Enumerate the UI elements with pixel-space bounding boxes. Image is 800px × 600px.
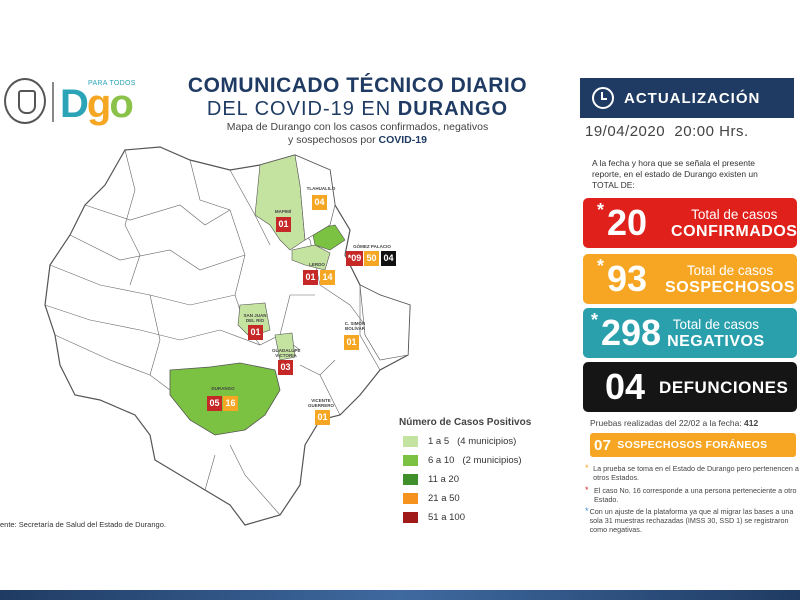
legend-swatch xyxy=(403,492,418,504)
municipality-gomez-palacio xyxy=(311,224,346,251)
deaths-number: 04 xyxy=(605,366,646,407)
logo-tagline: PARA TODOS xyxy=(88,80,136,87)
legend-item: 51 a 100 xyxy=(403,511,465,523)
foreign-suspected-banner: 07 SOSPECHOSOS FORÁNEOS xyxy=(590,433,796,457)
suspected-number: * 93 xyxy=(597,256,648,299)
badge-tlahualilo-suspected: 04 xyxy=(312,195,327,210)
label-vicente-guerrero: VICENTE GUERRERO xyxy=(307,398,334,408)
badge-durango-confirmed: 05 xyxy=(207,396,222,411)
confirmed-card: * 20 Total de casos CONFIRMADOS xyxy=(583,198,797,248)
badge-simon-bolivar-suspected: 01 xyxy=(344,335,359,350)
star-icon: * xyxy=(585,463,589,473)
star-icon: * xyxy=(585,485,589,495)
label-guadalupe-victoria: GUADALUPE VICTORIA xyxy=(272,348,301,358)
page-title: COMUNICADO TÉCNICO DIARIO xyxy=(187,74,528,97)
report-datetime: 19/04/2020 20:00 Hrs. xyxy=(585,123,749,140)
deaths-card: 04 DEFUNCIONES xyxy=(583,362,797,412)
logo-divider xyxy=(52,82,54,122)
footnote: * La prueba se toma en el Estado de Dura… xyxy=(585,463,799,483)
label-mapimi: MAPIMÍ xyxy=(274,209,292,214)
badge-vicente-guerrero-suspected: 01 xyxy=(315,410,330,425)
page-title-line2: DEL COVID-19 EN DURANGO xyxy=(206,98,509,120)
label-gomez-palacio: GÓMEZ PALACIO xyxy=(353,244,391,249)
suspected-card: * 93 Total de casos SOSPECHOSOS xyxy=(583,254,797,304)
badge-lerdo-suspected: 14 xyxy=(320,270,335,285)
star-icon: * xyxy=(585,506,589,516)
badge-gomez-palacio-deaths: 04 xyxy=(381,251,396,266)
footnote: * Con un ajuste de la plataforma ya que … xyxy=(585,506,794,535)
legend-swatch xyxy=(403,435,418,447)
footnote: * El caso No. 16 corresponde a una perso… xyxy=(585,485,797,505)
legend-item: 1 a 5 (4 municipios) xyxy=(403,435,516,447)
clock-icon xyxy=(592,87,614,109)
durango-map xyxy=(44,146,411,526)
legend-swatch xyxy=(403,511,418,523)
badge-guadalupe-victoria-confirmed: 03 xyxy=(278,360,293,375)
label-tlahualilo: TLAHUALILO xyxy=(306,186,336,191)
legend-item: 11 a 20 xyxy=(403,473,459,485)
intro-text: A la fecha y hora que se señala el prese… xyxy=(592,158,758,190)
label-lerdo: LERDO xyxy=(309,262,325,267)
legend-item: 21 a 50 xyxy=(403,492,460,504)
legend-title: Número de Casos Positivos xyxy=(399,417,532,428)
badge-san-juan-del-rio-confirmed: 01 xyxy=(248,325,263,340)
legend-item: 6 a 10 (2 municipios) xyxy=(403,454,522,466)
legend-swatch xyxy=(403,454,418,466)
badge-gomez-palacio-suspected: 50 xyxy=(364,251,379,266)
update-banner: ACTUALIZACIÓN xyxy=(580,78,794,118)
source-note: ente: Secretaría de Salud del Estado de … xyxy=(0,520,166,529)
label-durango: DURANGO xyxy=(211,386,235,391)
badge-durango-suspected: 16 xyxy=(223,396,238,411)
badge-mapimi-confirmed: 01 xyxy=(276,217,291,232)
map-subtitle: Mapa de Durango con los casos confirmado… xyxy=(226,121,489,146)
label-simon-bolivar: C. SIMÓN BOLÍVAR xyxy=(344,321,366,331)
negative-card: * 298 Total de casos NEGATIVOS xyxy=(583,308,797,358)
confirmed-number: * 20 xyxy=(597,200,648,243)
dgo-logo: Dgo xyxy=(60,82,134,126)
state-seal-icon xyxy=(4,78,46,124)
legend-swatch xyxy=(403,473,418,485)
municipality-guadalupe-victoria xyxy=(274,332,296,361)
footer-bar xyxy=(0,590,800,600)
badge-lerdo-confirmed: 01 xyxy=(303,270,318,285)
label-san-juan-del-rio: SAN JUAN DEL RÍO xyxy=(243,313,267,323)
negative-number: * 298 xyxy=(591,310,662,353)
tests-performed: Pruebas realizadas del 22/02 a la fecha:… xyxy=(590,418,759,428)
badge-gomez-palacio-confirmed: *09 xyxy=(346,251,363,266)
municipality-simon-bolivar xyxy=(359,284,411,361)
